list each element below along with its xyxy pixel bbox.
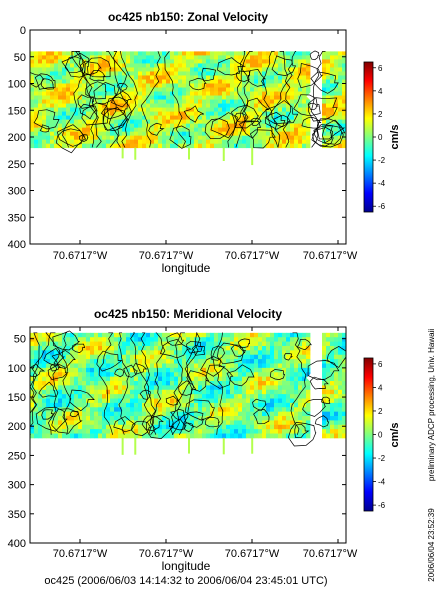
meridional-x-axis-label: longitude xyxy=(162,559,211,573)
colorbar-tick-label: 0 xyxy=(378,133,383,142)
y-tick-label: 300 xyxy=(8,186,26,198)
y-tick-label: 100 xyxy=(8,79,26,91)
y-tick-label: 250 xyxy=(8,159,26,171)
zonal-contours xyxy=(30,50,346,154)
colorbar-tick-label: -2 xyxy=(378,454,386,463)
zonal-x-ticks: 70.6717°W 70.6717°W 70.6717°W 70.6717°W xyxy=(53,30,358,262)
y-tick-label: 0 xyxy=(20,25,26,37)
meridional-x-tick-label: 70.6717°W xyxy=(303,548,358,560)
meridional-colorbar-gradient xyxy=(363,357,374,512)
colorbar-tick-label: 0 xyxy=(378,431,383,440)
y-tick-label: 150 xyxy=(8,392,26,404)
meridional-panel: oc425 nb150: Meridional Velocity 50 100 15… xyxy=(8,307,401,573)
colorbar-tick-label: -4 xyxy=(378,179,386,188)
zonal-title: oc425 nb150: Zonal Velocity xyxy=(108,10,268,24)
zonal-heatmap xyxy=(30,51,346,166)
y-tick-label: 100 xyxy=(8,363,26,375)
meridional-colorbar-ticks: 6 4 2 0 -2 -4 -6 xyxy=(373,360,386,510)
processing-timestamp: 2006/06/04 23:52:39 xyxy=(427,508,436,582)
y-tick-label: 150 xyxy=(8,105,26,117)
meridional-heatmap xyxy=(30,332,346,455)
y-tick-label: 200 xyxy=(8,132,26,144)
zonal-colorbar-gradient xyxy=(363,61,374,213)
meridional-x-tick-label: 70.6717°W xyxy=(139,548,194,560)
meridional-y-ticks: 50 100 150 200 250 300 350 400 xyxy=(8,334,346,550)
colorbar-tick-label: 2 xyxy=(378,110,383,119)
y-tick-label: 50 xyxy=(14,334,26,346)
y-tick-label: 400 xyxy=(8,538,26,550)
meridional-axes-frame xyxy=(29,326,347,544)
zonal-x-tick-label: 70.6717°W xyxy=(225,250,280,262)
processing-note: preliminary ADCP processing, Univ. Hawai… xyxy=(427,329,436,481)
colorbar-tick-label: 6 xyxy=(378,360,383,369)
zonal-colorbar-label: cm/s xyxy=(389,124,401,149)
zonal-colorbar: 6 4 2 0 -2 -4 -6 cm/s xyxy=(363,61,401,213)
meridional-colorbar: 6 4 2 0 -2 -4 -6 cm/s xyxy=(363,357,401,512)
colorbar-tick-label: 2 xyxy=(378,407,383,416)
y-tick-label: 50 xyxy=(14,52,26,64)
zonal-x-tick-label: 70.6717°W xyxy=(53,250,108,262)
colorbar-tick-label: -6 xyxy=(378,202,386,211)
meridional-x-tick-label: 70.6717°W xyxy=(53,548,108,560)
y-tick-label: 350 xyxy=(8,509,26,521)
colorbar-tick-label: -4 xyxy=(378,478,386,487)
time-range-footer: oc425 (2006/06/03 14:14:32 to 2006/06/04… xyxy=(44,575,327,587)
meridional-title: oc425 nb150: Meridional Velocity xyxy=(94,307,282,321)
zonal-x-tick-label: 70.6717°W xyxy=(139,250,194,262)
zonal-colorbar-ticks: 6 4 2 0 -2 -4 -6 xyxy=(373,64,386,211)
zonal-x-axis-label: longitude xyxy=(162,261,211,275)
colorbar-tick-label: 6 xyxy=(378,64,383,73)
zonal-panel: oc425 nb150: Zonal Velocity 050100150200… xyxy=(8,10,401,275)
y-tick-label: 300 xyxy=(8,480,26,492)
meridional-x-tick-label: 70.6717°W xyxy=(225,548,280,560)
zonal-x-tick-label: 70.6717°W xyxy=(303,250,358,262)
meridional-x-ticks: 70.6717°W 70.6717°W 70.6717°W 70.6717°W xyxy=(53,327,358,560)
zonal-y-ticks: 0 50 100 150 200 250 300 350 400 xyxy=(8,25,346,251)
colorbar-tick-label: 4 xyxy=(378,87,383,96)
colorbar-tick-label: -2 xyxy=(378,156,386,165)
meridional-colorbar-label: cm/s xyxy=(389,422,401,447)
colorbar-tick-label: -6 xyxy=(378,501,386,510)
y-tick-label: 350 xyxy=(8,212,26,224)
y-tick-label: 250 xyxy=(8,450,26,462)
y-tick-label: 200 xyxy=(8,421,26,433)
colorbar-tick-label: 4 xyxy=(378,383,383,392)
meridional-contours xyxy=(30,330,346,447)
y-tick-label: 400 xyxy=(8,239,26,251)
